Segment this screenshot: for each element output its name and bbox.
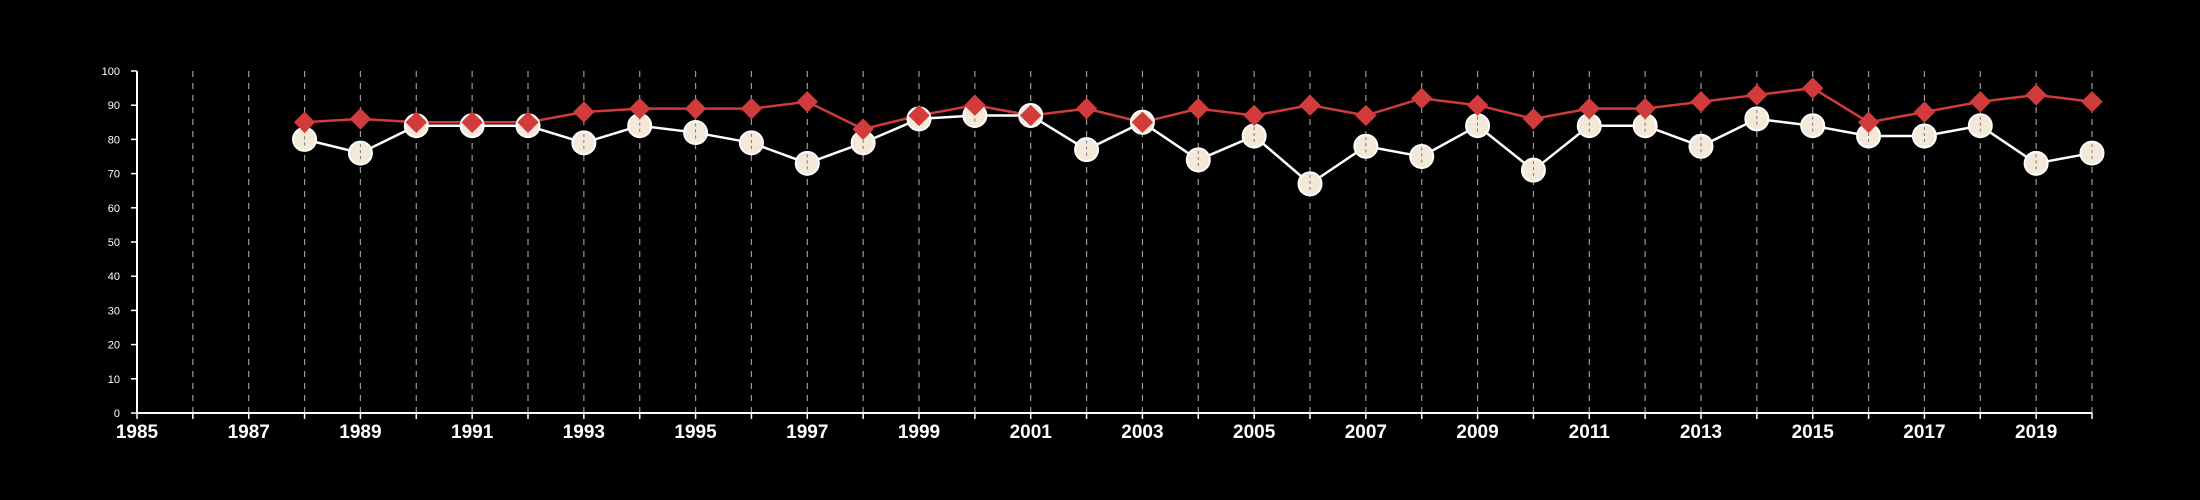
series-point: [1299, 94, 1321, 116]
x-tick-label: 1985: [116, 422, 159, 443]
x-tick-label: 2011: [1569, 422, 1611, 443]
series-point: [573, 101, 595, 123]
y-tick-label: 10: [108, 374, 120, 386]
series-point: [1690, 91, 1712, 113]
y-axis-ticks: 0 10 20 30 40 50 60 70 80 90 100: [102, 66, 137, 420]
series-point: [405, 111, 427, 134]
series-point: [796, 91, 818, 113]
series-point: [2081, 91, 2103, 113]
y-tick-label: 90: [108, 100, 120, 112]
y-tick-label: 100: [102, 66, 120, 78]
series-point: [1411, 87, 1433, 110]
series-point: [1466, 94, 1489, 116]
x-tick-label: 2015: [1792, 422, 1835, 443]
x-tick-label: 1995: [674, 422, 717, 443]
x-tick-label: 2013: [1680, 422, 1722, 443]
x-tick-label: 1991: [451, 422, 494, 443]
series-point: [1913, 101, 1936, 123]
series-point: [908, 104, 930, 127]
y-tick-label: 80: [108, 134, 120, 146]
series-point: [517, 111, 539, 134]
y-tick-label: 0: [114, 408, 120, 420]
series-point: [349, 108, 372, 130]
series-point: [461, 111, 483, 134]
x-tick-label: 1987: [228, 422, 270, 443]
series-layer: [292, 77, 2105, 197]
series-point: [852, 118, 874, 140]
series-point: [1355, 104, 1377, 127]
series-point: [1634, 97, 1656, 120]
series-point: [1578, 97, 1600, 120]
series-point: [293, 111, 316, 134]
x-tick-label: 2007: [1345, 422, 1387, 443]
y-tick-label: 70: [108, 169, 120, 181]
x-tick-label: 1993: [563, 422, 605, 443]
series-point: [1522, 108, 1545, 130]
x-tick-label: 2003: [1121, 422, 1163, 443]
y-tick-label: 40: [108, 271, 120, 283]
series-point: [684, 97, 707, 120]
series-point: [2025, 84, 2047, 106]
x-tick-label: 1989: [339, 422, 381, 443]
series-point: [1131, 111, 1154, 134]
series-point: [1187, 97, 1209, 120]
x-tick-label: 1997: [786, 422, 828, 443]
series-point: [1075, 97, 1098, 120]
series-point: [740, 97, 763, 120]
x-tick-label: 1999: [898, 422, 940, 443]
x-tick-label: 2005: [1233, 422, 1276, 443]
x-axis-ticks: 1985 1987 1989 1991 1993 1995 1997 1999 2001 2003…: [116, 413, 2093, 443]
series-point: [1857, 111, 1880, 134]
x-tick-label: 2001: [1010, 422, 1053, 443]
series-point: [964, 94, 986, 116]
x-tick-label: 2017: [1903, 422, 1945, 443]
series-point: [1020, 104, 1042, 127]
y-tick-label: 50: [108, 237, 120, 249]
series-point: [1969, 91, 1991, 113]
series-point: [1746, 84, 1768, 106]
grid-lines: [192, 71, 2093, 413]
series-point: [629, 97, 651, 120]
y-tick-label: 60: [108, 203, 120, 215]
x-tick-label: 2019: [2015, 422, 2057, 443]
series-point: [1243, 104, 1265, 127]
y-tick-label: 20: [108, 340, 120, 352]
y-tick-label: 30: [108, 305, 120, 317]
x-tick-label: 2009: [1456, 422, 1498, 443]
series-point: [1802, 77, 1824, 99]
